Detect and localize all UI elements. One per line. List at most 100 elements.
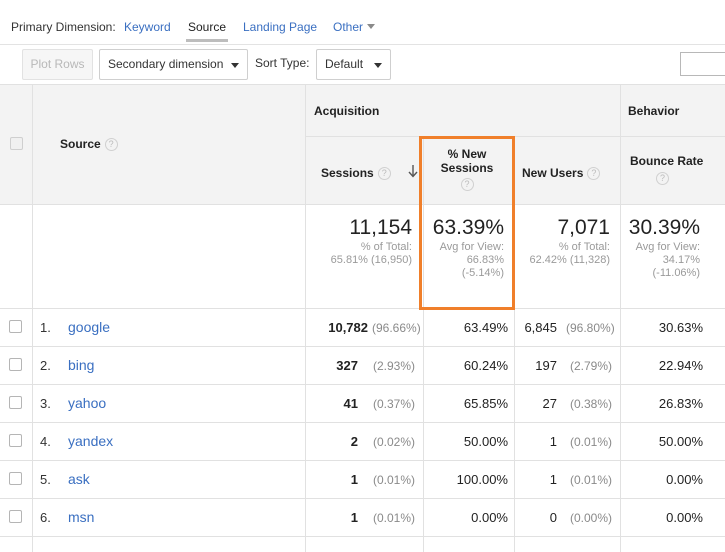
total-sessions-sub2: 65.81% (16,950): [330, 254, 412, 266]
question-mark-icon[interactable]: ?: [656, 172, 669, 185]
sessions-percent: (0.02%): [373, 435, 416, 449]
new-users-percent: (2.79%): [570, 359, 613, 373]
group-header-acquisition: Acquisition: [314, 104, 380, 118]
sessions-percent: (0.37%): [373, 397, 416, 411]
row-checkbox[interactable]: [9, 510, 22, 523]
sessions-value: 10,782: [328, 320, 368, 335]
total-bounce-rate-sub3: (-11.06%): [652, 267, 700, 279]
new-users-value: 1: [549, 472, 557, 487]
secondary-dimension-dropdown[interactable]: Secondary dimension: [99, 49, 248, 80]
sessions-percent: (0.01%): [373, 511, 416, 525]
new-sessions-value: 63.49%: [463, 320, 508, 335]
total-new-sessions-sub3: (-5.14%): [461, 267, 504, 279]
total-new-sessions: 63.39%: [432, 216, 504, 239]
total-sessions: 11,154: [349, 216, 412, 239]
new-sessions-value: 50.00%: [463, 434, 508, 449]
total-bounce-rate: 30.39%: [628, 216, 700, 239]
dimension-option-source[interactable]: Source: [188, 20, 227, 34]
row-index: 2.: [40, 358, 51, 373]
row-index: 5.: [40, 472, 51, 487]
source-link[interactable]: msn: [68, 509, 95, 525]
group-header-behavior: Behavior: [628, 104, 680, 118]
new-users-value: 1: [549, 434, 557, 449]
total-new-users-sub1: % of Total:: [558, 241, 610, 253]
primary-dimension-label: Primary Dimension:: [11, 20, 116, 34]
new-users-header-label: New Users: [522, 166, 584, 180]
row-index: 1.: [40, 320, 51, 335]
table-search-input[interactable]: [680, 52, 725, 76]
dimension-option-other-label: Other: [333, 20, 364, 34]
dimension-option-keyword[interactable]: Keyword: [124, 20, 171, 34]
select-all-checkbox[interactable]: [10, 137, 23, 150]
bounce-rate-header-label: Bounce Rate: [630, 154, 704, 168]
new-sessions-header-line1: % New: [447, 147, 487, 161]
new-users-percent: (0.01%): [570, 473, 613, 487]
new-users-percent: (0.01%): [570, 435, 613, 449]
question-mark-icon[interactable]: ?: [460, 178, 474, 191]
row-checkbox[interactable]: [9, 434, 22, 447]
source-link[interactable]: yahoo: [68, 395, 107, 411]
primary-dimension-bar: Primary Dimension: Keyword Source Landin…: [0, 0, 725, 44]
row-index: 4.: [40, 434, 51, 449]
sessions-header-label: Sessions: [321, 166, 374, 180]
column-header-source[interactable]: Source?: [60, 137, 118, 151]
source-header-label: Source: [60, 137, 101, 151]
new-users-value: 27: [542, 396, 557, 411]
new-sessions-value: 65.85%: [463, 396, 508, 411]
question-mark-icon[interactable]: ?: [377, 167, 391, 180]
row-checkbox[interactable]: [9, 320, 22, 333]
column-header-new-sessions[interactable]: % New Sessions ?: [426, 147, 508, 191]
secondary-dimension-label: Secondary dimension: [108, 57, 224, 71]
new-users-value: 6,845: [524, 320, 557, 335]
column-header-bounce-rate[interactable]: Bounce Rate ?: [630, 153, 710, 186]
active-dimension-indicator: [186, 39, 228, 42]
source-link[interactable]: google: [68, 319, 111, 335]
row-checkbox[interactable]: [9, 396, 22, 409]
bounce-rate-value: 0.00%: [666, 510, 703, 525]
total-bounce-rate-sub2: 34.17%: [662, 254, 700, 266]
sessions-value: 2: [350, 434, 358, 449]
row-index: 3.: [40, 396, 51, 411]
dimension-option-other[interactable]: Other: [333, 20, 376, 34]
row-checkbox[interactable]: [9, 358, 22, 371]
sessions-percent: (96.66%): [372, 321, 421, 335]
table-toolbar: Plot Rows Secondary dimension Default: [0, 44, 725, 84]
total-bounce-rate-sub1: Avg for View:: [635, 241, 700, 253]
table-header: [0, 84, 725, 204]
total-new-users: 7,071: [557, 216, 610, 239]
sort-type-dropdown[interactable]: Default: [316, 49, 391, 80]
sort-type-label: Sort Type:: [255, 56, 310, 70]
bounce-rate-value: 26.83%: [658, 396, 703, 411]
dimension-option-landing-page[interactable]: Landing Page: [243, 20, 318, 34]
new-users-percent: (96.80%): [566, 321, 615, 335]
source-link[interactable]: bing: [68, 357, 95, 373]
source-link[interactable]: yandex: [68, 433, 114, 449]
bounce-rate-value: 50.00%: [658, 434, 703, 449]
total-new-users-sub2: 62.42% (11,328): [529, 254, 610, 266]
chevron-down-icon: [367, 24, 376, 29]
sessions-value: 1: [350, 510, 358, 525]
plot-rows-button[interactable]: Plot Rows: [22, 49, 93, 80]
arrow-down-icon[interactable]: [408, 164, 418, 178]
bounce-rate-value: 0.00%: [666, 472, 703, 487]
new-sessions-value: 100.00%: [456, 472, 508, 487]
sort-type-value: Default: [325, 57, 364, 71]
source-link[interactable]: ask: [68, 471, 90, 487]
column-header-sessions[interactable]: Sessions?: [321, 166, 391, 180]
new-users-value: 0: [549, 510, 557, 525]
total-new-sessions-sub1: Avg for View:: [439, 241, 504, 253]
question-mark-icon[interactable]: ?: [587, 167, 601, 180]
sessions-percent: (2.93%): [373, 359, 416, 373]
row-index: 6.: [40, 510, 51, 525]
new-users-percent: (0.00%): [570, 511, 613, 525]
sessions-value: 327: [336, 358, 358, 373]
new-users-value: 197: [535, 358, 557, 373]
total-sessions-sub1: % of Total:: [360, 241, 412, 253]
question-mark-icon[interactable]: ?: [104, 138, 118, 151]
new-users-percent: (0.38%): [570, 397, 613, 411]
bounce-rate-value: 30.63%: [658, 320, 703, 335]
row-checkbox[interactable]: [9, 472, 22, 485]
new-sessions-header-line2: Sessions: [440, 161, 494, 175]
bounce-rate-value: 22.94%: [658, 358, 703, 373]
column-header-new-users[interactable]: New Users?: [522, 166, 601, 180]
